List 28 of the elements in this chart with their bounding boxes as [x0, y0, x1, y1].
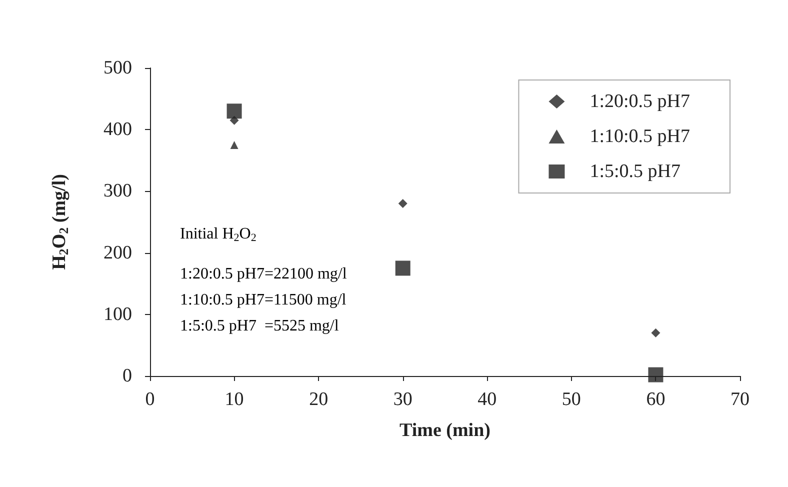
- y-tick-label: 100: [104, 304, 132, 325]
- annotation: 1:10:0.5 pH7=11500 mg/l: [180, 292, 347, 308]
- point: [398, 199, 408, 208]
- legend-label: 1:20:0.5 pH7: [590, 91, 690, 112]
- x-tick-label: 0: [145, 389, 155, 410]
- legend-label: 1:10:0.5 pH7: [590, 126, 690, 147]
- y-tick-label: 500: [104, 58, 132, 78]
- x-tick-label: 50: [562, 389, 581, 410]
- x-tick-label: 70: [730, 389, 750, 410]
- y-tick-label: 400: [104, 119, 132, 140]
- x-tick-label: 10: [224, 389, 244, 410]
- x-tick-label: 30: [393, 389, 412, 410]
- annotation: 1:5:0.5 pH7 =5525 mg/l: [180, 318, 340, 334]
- y-tick-label: 300: [104, 180, 132, 202]
- y-tick-label: 0: [122, 366, 132, 386]
- legend-label: 1:5:0.5 pH7: [590, 161, 680, 182]
- y-axis-title: H2O2 (mg/l): [49, 174, 71, 270]
- point: [648, 367, 664, 382]
- point: [230, 141, 238, 149]
- x-axis-title: Time (min): [400, 420, 490, 441]
- y-tick-label: 200: [104, 242, 132, 264]
- point: [395, 260, 410, 276]
- point: [651, 328, 660, 338]
- annotation: 1:20:0.5 pH7=22100 mg/l: [180, 266, 348, 282]
- x-tick-label: 20: [309, 389, 328, 410]
- x-tick-label: 60: [646, 389, 666, 410]
- point: [226, 104, 242, 119]
- x-tick-label: 40: [478, 389, 497, 410]
